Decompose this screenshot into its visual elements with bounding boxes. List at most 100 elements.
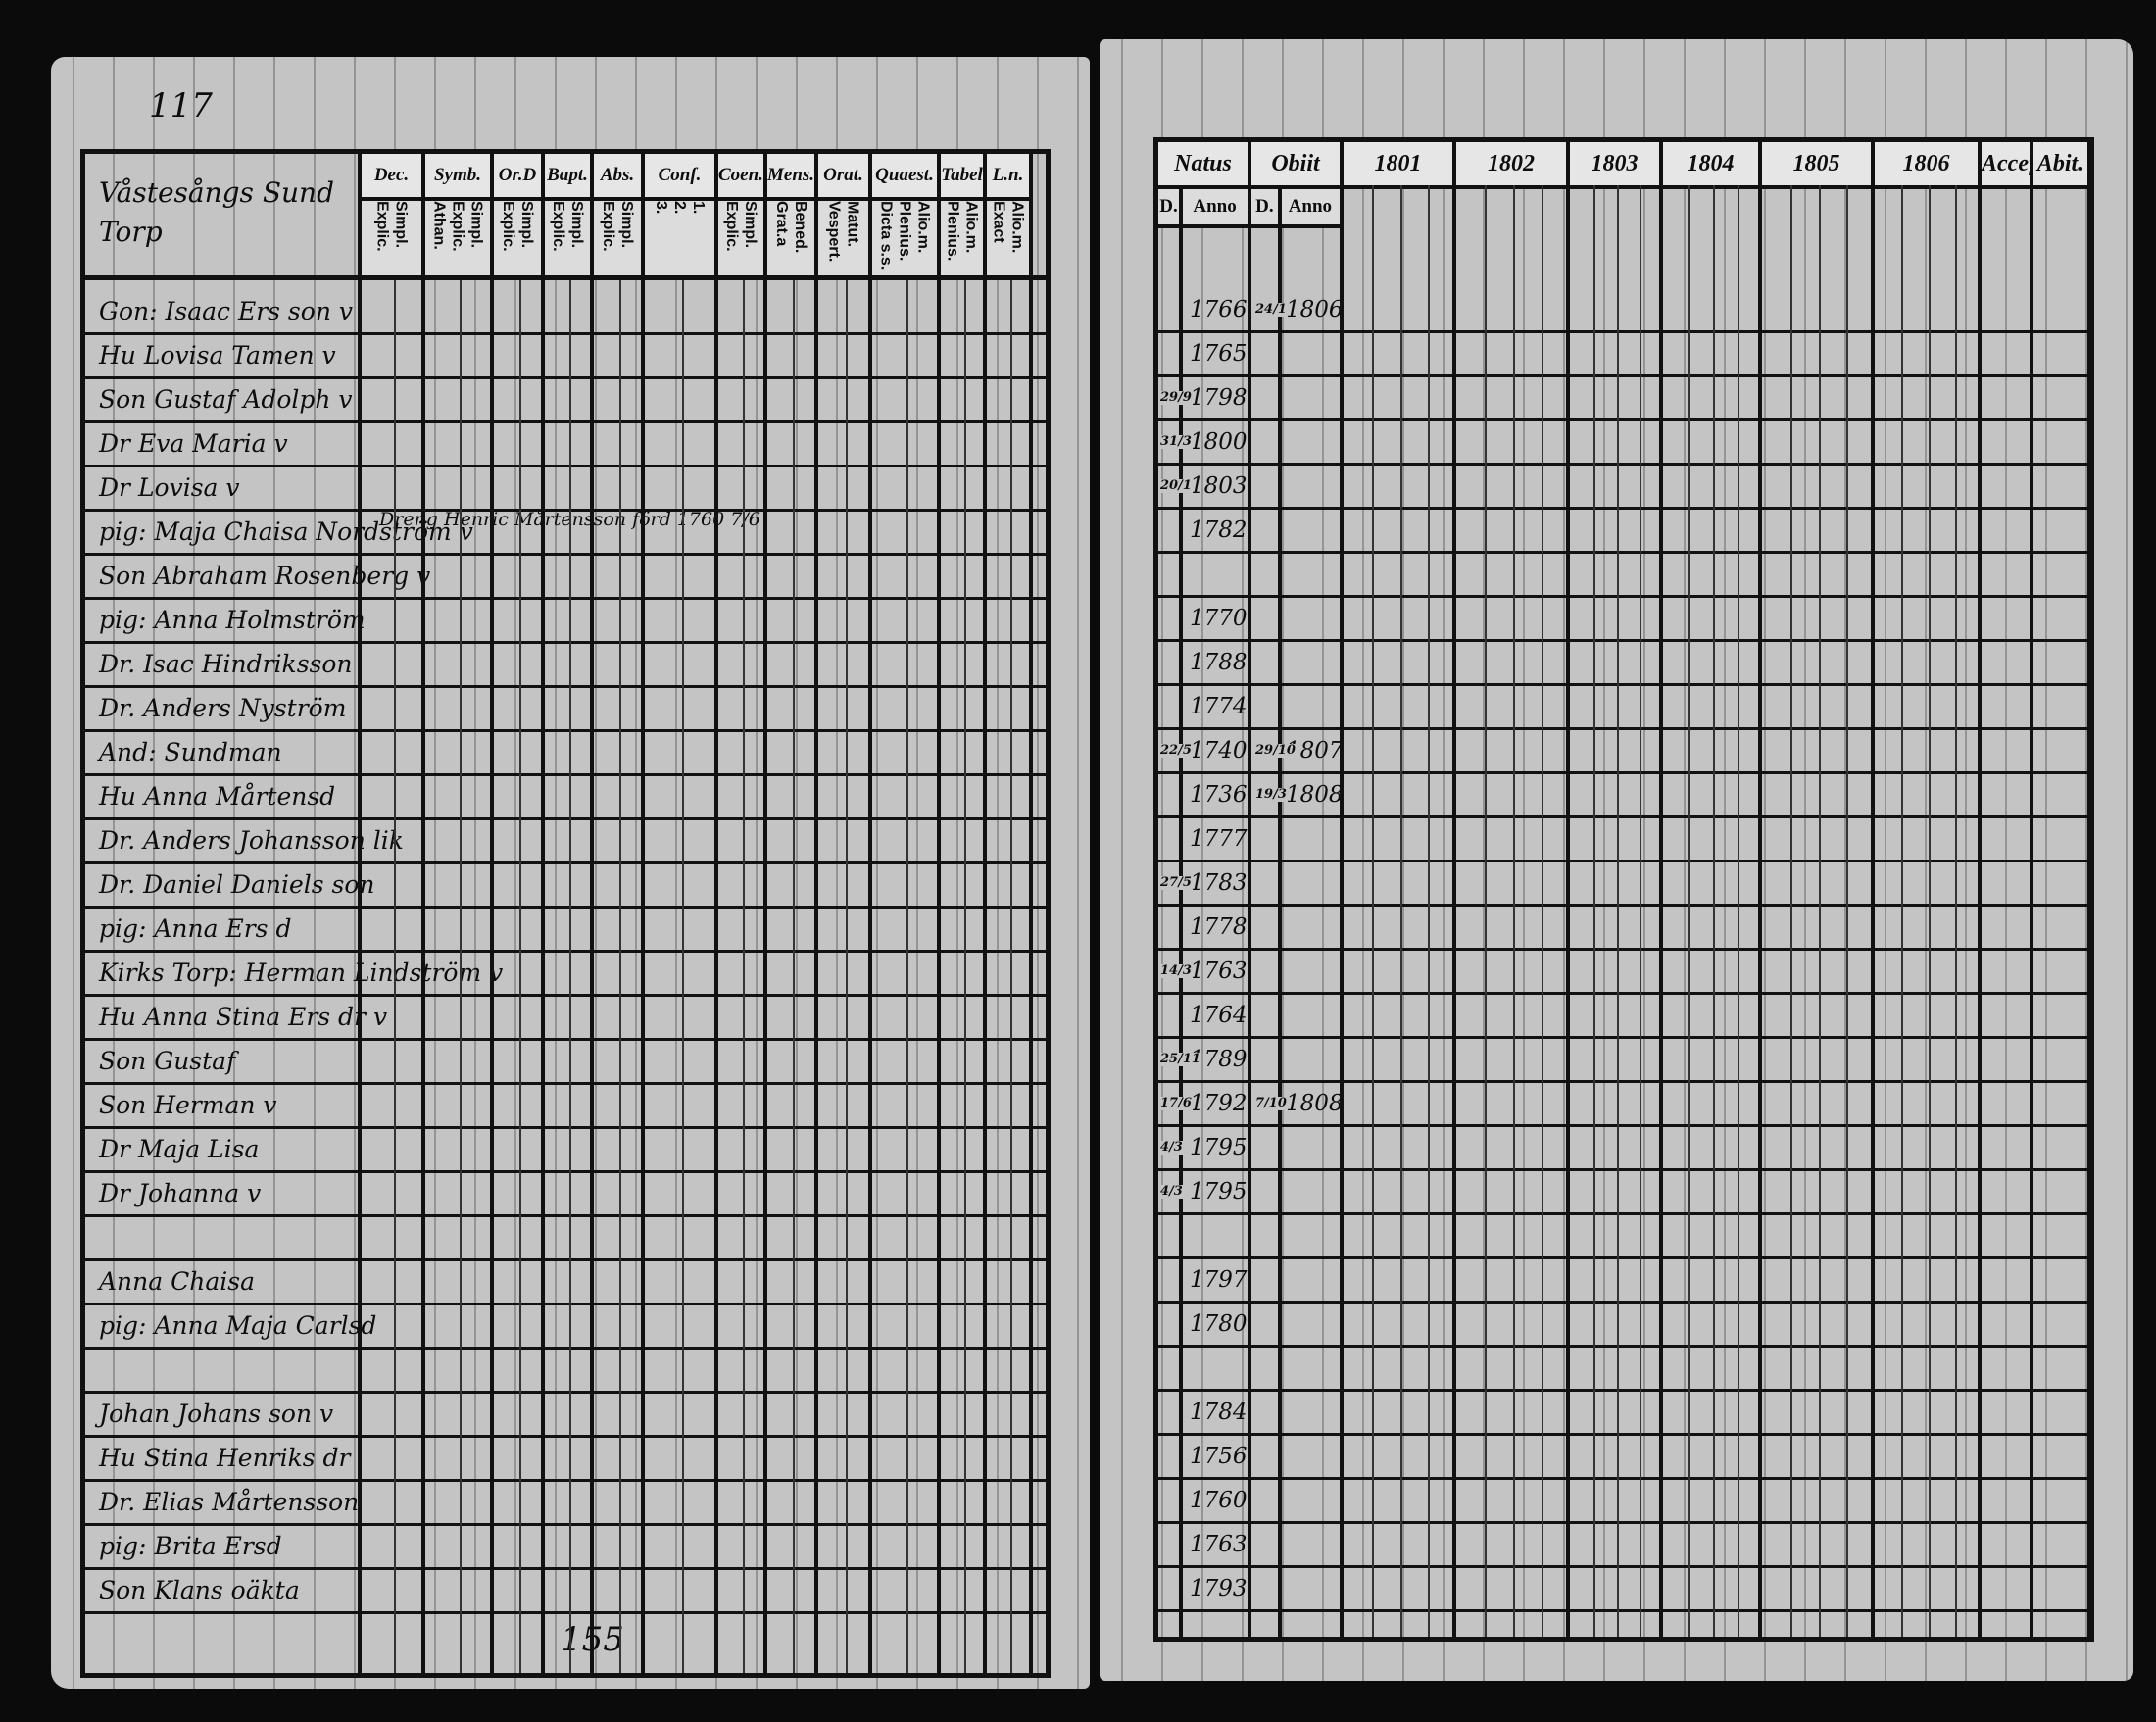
column-subheader: 1. [690, 201, 707, 215]
birth-year: 1774 [1190, 694, 1248, 719]
column-divider [1758, 142, 1762, 1637]
birth-year: 1780 [1190, 1311, 1248, 1337]
column-divider [1179, 185, 1183, 1637]
table-row: 1766 24/1 1806 [1158, 289, 2089, 333]
person-name: pig: Anna Holmström [99, 606, 366, 634]
table-row [85, 1350, 1046, 1394]
row-rule [1158, 727, 2089, 730]
row-rule [85, 1347, 1046, 1350]
column-subheaders: Explic. Simpl. [494, 201, 541, 279]
column-header-abit: Abit. [2034, 142, 2091, 228]
row-rule [1158, 1477, 2089, 1480]
column-subheader: Plenius. [944, 201, 961, 262]
column-header-conf: Conf. 3. 2. 1. [645, 154, 718, 279]
row-rule [85, 1126, 1046, 1129]
table-row: Gon: Isaac Ers son v [85, 291, 1046, 335]
column-header-title: Obiit [1251, 142, 1340, 189]
table-row: Son Abraham Rosenberg v [85, 556, 1046, 600]
row-rule [1158, 1521, 2089, 1524]
table-row: 4/3 1795 [1158, 1127, 2089, 1171]
column-header-title: Conf. [645, 154, 714, 201]
table-row: Dr. Anders Nyström [85, 688, 1046, 732]
subcolumn-divider [743, 279, 745, 1673]
row-rule [1158, 1609, 2089, 1612]
table-row [1158, 1215, 2089, 1259]
death-day: 7/10 [1254, 1096, 1288, 1110]
column-subheader: Explic. [723, 201, 740, 252]
row-rule [1158, 1124, 2089, 1127]
table-row: 1777 [1158, 818, 2089, 862]
row-rule [85, 1258, 1046, 1261]
birth-year: 1765 [1190, 341, 1248, 367]
row-rule [85, 729, 1046, 732]
row-rule [85, 906, 1046, 909]
table-row: Dr Eva Maria v [85, 423, 1046, 467]
row-rule [1158, 1212, 2089, 1215]
row-rule [85, 1303, 1046, 1305]
column-subheaders: Explic. Simpl. [594, 201, 641, 279]
person-name: Hu Stina Henriks dr [99, 1444, 351, 1472]
row-rule [1158, 815, 2089, 818]
column-subheader: 2. [671, 201, 688, 215]
table-row: Dr Maja Lisa [85, 1129, 1046, 1173]
person-name: Dr. Anders Nyström [99, 694, 347, 722]
table-row: pig: Anna Ers d [85, 909, 1046, 953]
table-row: 1774 [1158, 686, 2089, 730]
row-rule [1158, 1080, 2089, 1083]
column-subheader: Simpl. [742, 201, 759, 249]
table-row: 1784 [1158, 1392, 2089, 1436]
column-header-title: Symb. [425, 154, 490, 201]
column-divider [421, 279, 425, 1673]
table-row: 1756 [1158, 1436, 2089, 1480]
column-subheader: Alio.m. [962, 201, 980, 254]
row-rule [85, 1567, 1046, 1570]
subcolumn-divider [1901, 185, 1904, 1637]
column-subheader: Simpl. [568, 201, 585, 249]
birth-day: 20/1 [1159, 478, 1193, 493]
subcolumn-divider [1009, 279, 1012, 1673]
column-header-natus: Natus D. Anno [1158, 142, 1251, 228]
table-row: Son Gustaf Adolph v [85, 379, 1046, 423]
column-divider [2087, 142, 2091, 1637]
table-row [85, 1217, 1046, 1261]
birth-day: 14/3 [1159, 963, 1193, 978]
table-row: Son Klans oäkta [85, 1570, 1046, 1614]
birth-year: 1783 [1190, 870, 1248, 896]
subcolumn-divider [1513, 185, 1515, 1637]
row-rule [85, 1082, 1046, 1085]
column-header-title: Coen.D [718, 154, 763, 201]
row-rule [1158, 992, 2089, 995]
column-divider [1452, 142, 1456, 1637]
row-rule [1158, 948, 2089, 951]
left-register-table: Våstesångs Sund Torp Dec. Explic. Simpl. Sy… [80, 149, 1051, 1678]
row-rule [85, 376, 1046, 379]
person-name: pig: Anna Ers d [99, 914, 292, 943]
column-divider [714, 279, 718, 1673]
table-row: pig: Anna Maja Carlsd [85, 1305, 1046, 1350]
subcolumn-divider [1818, 185, 1821, 1637]
table-row: 1797 [1158, 1259, 2089, 1304]
column-subheaders: Vespert. Matut. [818, 201, 868, 279]
column-divider [1566, 142, 1570, 1637]
row-rule [1158, 1565, 2089, 1568]
column-header-mens: Mens. Grat.a Bened. [767, 154, 818, 279]
column-subheaders: Athan. Explic. Simpl. [425, 201, 490, 279]
row-rule [1158, 418, 2089, 421]
column-subheader: Plenius. [896, 201, 913, 262]
row-rule [85, 1038, 1046, 1041]
row-rule [85, 1435, 1046, 1438]
column-subheader: Simpl. [518, 201, 535, 249]
birth-year: 1793 [1190, 1576, 1248, 1601]
table-row: 31/3 1800 [1158, 421, 2089, 466]
table-row: 25/11 1789 [1158, 1039, 2089, 1083]
column-subheader: Simpl. [618, 201, 635, 249]
column-subheader: Alio.m. [1008, 201, 1026, 254]
column-subheader: Explic. [373, 201, 391, 252]
row-rule [1158, 1389, 2089, 1392]
subcolumn-divider [1428, 185, 1431, 1637]
header-divider [85, 275, 1046, 280]
table-row: Hu Anna Mårtensd [85, 776, 1046, 820]
column-divider [937, 279, 941, 1673]
column-divider [1029, 279, 1033, 1673]
column-subheader: Simpl. [467, 201, 485, 249]
